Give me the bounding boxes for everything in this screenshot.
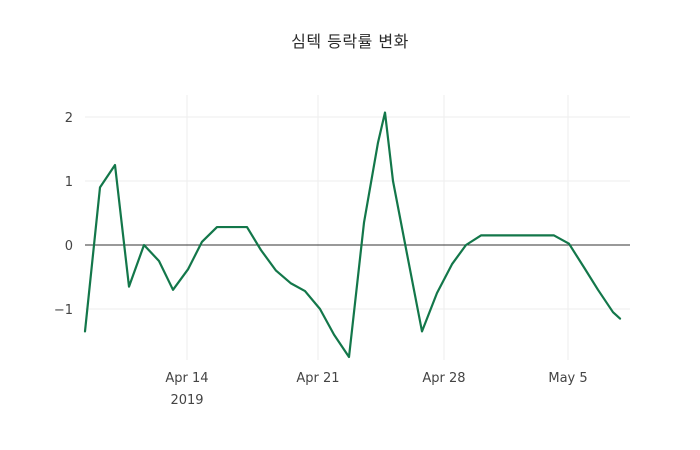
data-series-line	[83, 111, 622, 359]
x-axis-tick-labels: Apr 14 Apr 21 Apr 28 May 5 2019	[165, 371, 587, 408]
chart-title: 심텍 등락률 변화	[291, 32, 409, 51]
x-tick-label: May 5	[548, 371, 587, 386]
x-tick-label: Apr 14	[165, 371, 208, 386]
x-tick-label: Apr 28	[422, 371, 465, 386]
x-tick-year-label: 2019	[170, 393, 203, 408]
y-tick-label: 0	[65, 239, 73, 254]
y-axis-tick-labels: −1 0 1 2	[54, 111, 73, 318]
x-tick-label: Apr 21	[296, 371, 339, 386]
grid-lines	[85, 95, 630, 360]
series-line	[83, 111, 622, 359]
y-tick-label: −1	[54, 303, 73, 318]
y-tick-label: 1	[65, 175, 73, 190]
y-tick-label: 2	[65, 111, 73, 126]
